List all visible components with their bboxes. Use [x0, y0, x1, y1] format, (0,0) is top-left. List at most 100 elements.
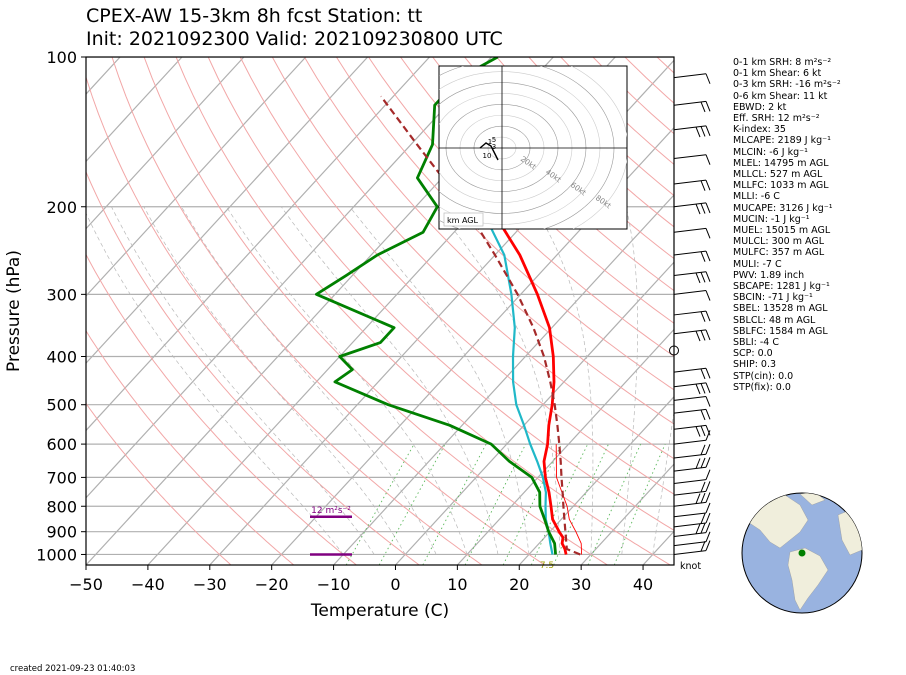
dry-adiabat — [86, 253, 357, 565]
mixing-ratio-line — [553, 443, 609, 565]
wind-barb-flag — [700, 541, 706, 552]
parameter-list: 0-1 km SRH: 8 m²s⁻² 0-1 km Shear: 6 kt 0-3… — [733, 57, 841, 393]
moist-adiabat — [226, 206, 468, 555]
mixing-ratio-line — [587, 443, 642, 565]
wind-barb-flag — [705, 179, 711, 191]
wind-barb-flag — [705, 540, 711, 551]
parameter-line: SCP: 0.0 — [733, 348, 773, 360]
wind-barb-flag — [705, 457, 711, 468]
isotherm — [271, 126, 674, 565]
wind-barb-flag — [705, 368, 711, 379]
wind-barb-flag — [705, 425, 711, 436]
isotherm — [395, 261, 674, 565]
wind-barb-flag — [700, 409, 706, 421]
parameter-line: MULCL: 300 m AGL — [733, 236, 825, 248]
wind-barb — [673, 250, 707, 256]
wind-barb-flag — [700, 311, 706, 322]
moist-adiabat — [143, 206, 406, 555]
dry-adiabat — [207, 57, 674, 531]
parameter-line: SBCAPE: 1281 J kg⁻¹ — [733, 281, 830, 293]
moist-adiabat — [349, 206, 530, 555]
parameter-line: MLLI: -6 C — [733, 191, 780, 203]
isotherm — [456, 328, 674, 565]
calm-wind-icon — [669, 345, 679, 356]
parameter-line: 0-1 km Shear: 6 kt — [733, 68, 822, 80]
x-tick-label: −50 — [69, 575, 103, 594]
wind-barb-flag — [700, 330, 706, 341]
y-axis-label: Pressure (hPa) — [4, 250, 24, 372]
wind-barb-flag — [705, 382, 711, 394]
parameter-line: 0-1 km SRH: 8 m²s⁻² — [733, 57, 832, 68]
wind-barb — [673, 512, 707, 518]
y-tick-label: 800 — [46, 497, 77, 516]
moist-adiabat — [621, 206, 639, 555]
parameter-line: Eff. SRH: 12 m²s⁻² — [733, 113, 820, 125]
wind-barb-flag — [705, 310, 711, 322]
wind-barb-flag — [705, 481, 711, 492]
wind-barb-flag — [700, 383, 706, 394]
moist-adiabat — [181, 206, 437, 555]
y-tick-label: 300 — [46, 285, 77, 304]
parameter-line: SBLFC: 1584 m AGL — [733, 325, 828, 337]
dry-adiabat — [368, 57, 674, 357]
wind-barb-flag — [705, 522, 711, 533]
wind-barb-flag — [705, 444, 711, 455]
moist-adiabat — [533, 206, 594, 555]
dry-adiabat — [86, 75, 483, 565]
dry-adiabat — [400, 57, 674, 324]
moist-adiabat — [86, 212, 344, 555]
wind-barb-flag — [705, 469, 711, 480]
parameter-line: K-index: 35 — [733, 124, 786, 136]
wind-barb — [673, 550, 707, 555]
y-tick-label: 1000 — [36, 545, 77, 564]
wind-barb — [673, 453, 707, 459]
wind-barb-flag — [705, 73, 711, 84]
isotherm — [86, 57, 431, 432]
y-tick-label: 700 — [46, 468, 77, 487]
wind-barb — [673, 439, 707, 445]
dry-adiabat — [86, 170, 420, 565]
parameter-line: MLCIN: -6 J kg⁻¹ — [733, 146, 808, 158]
dry-adiabat — [86, 402, 232, 565]
x-tick-label: −10 — [317, 575, 351, 594]
isotherm — [86, 57, 492, 499]
dry-adiabat — [432, 57, 674, 292]
isotherm — [86, 57, 245, 230]
hodograph-height-label: 10 — [483, 152, 492, 160]
virtual-temperature-line — [555, 444, 583, 555]
wind-barb — [673, 532, 707, 537]
lcl-label: 7.5 — [540, 561, 554, 571]
wind-barb-flag — [705, 329, 711, 341]
parameter-line: 0-3 km SRH: -16 m²s⁻² — [733, 79, 841, 91]
wind-barb — [673, 408, 707, 414]
mixing-ratio-line — [422, 443, 487, 565]
parameter-line: MULI: -7 C — [733, 258, 782, 270]
wind-barb-flag — [700, 368, 706, 380]
wind-barb — [673, 290, 707, 295]
wind-barb — [673, 367, 707, 373]
parameter-line: STP(fix): 0.0 — [733, 381, 791, 393]
x-tick-label: −40 — [131, 575, 165, 594]
isotherm — [86, 57, 369, 365]
parameter-line: MUEL: 15015 m AGL — [733, 225, 831, 237]
parameter-line: SBLCL: 48 m AGL — [733, 314, 816, 326]
wind-barb-flag — [700, 180, 706, 191]
dry-adiabat — [239, 57, 674, 495]
wind-barb — [673, 73, 707, 79]
wind-barb-flag — [700, 425, 706, 437]
wind-barb-flag — [695, 126, 701, 138]
wind-barb-flag — [705, 271, 711, 282]
wind-barb-flag — [705, 492, 711, 503]
mixing-ratio-line — [378, 443, 446, 565]
parameter-line: MLCAPE: 2189 J kg⁻¹ — [733, 135, 831, 147]
wind-barb-flag — [700, 251, 706, 262]
x-tick-label: −30 — [193, 575, 227, 594]
wind-barb — [673, 424, 707, 430]
x-tick-label: 10 — [447, 575, 467, 594]
wind-barb — [673, 227, 707, 233]
inflow-layer-label: 12 m²s⁻² — [311, 506, 351, 516]
wind-barb — [673, 179, 707, 185]
isotherm — [580, 463, 674, 565]
wind-barbs: knot — [669, 73, 711, 572]
